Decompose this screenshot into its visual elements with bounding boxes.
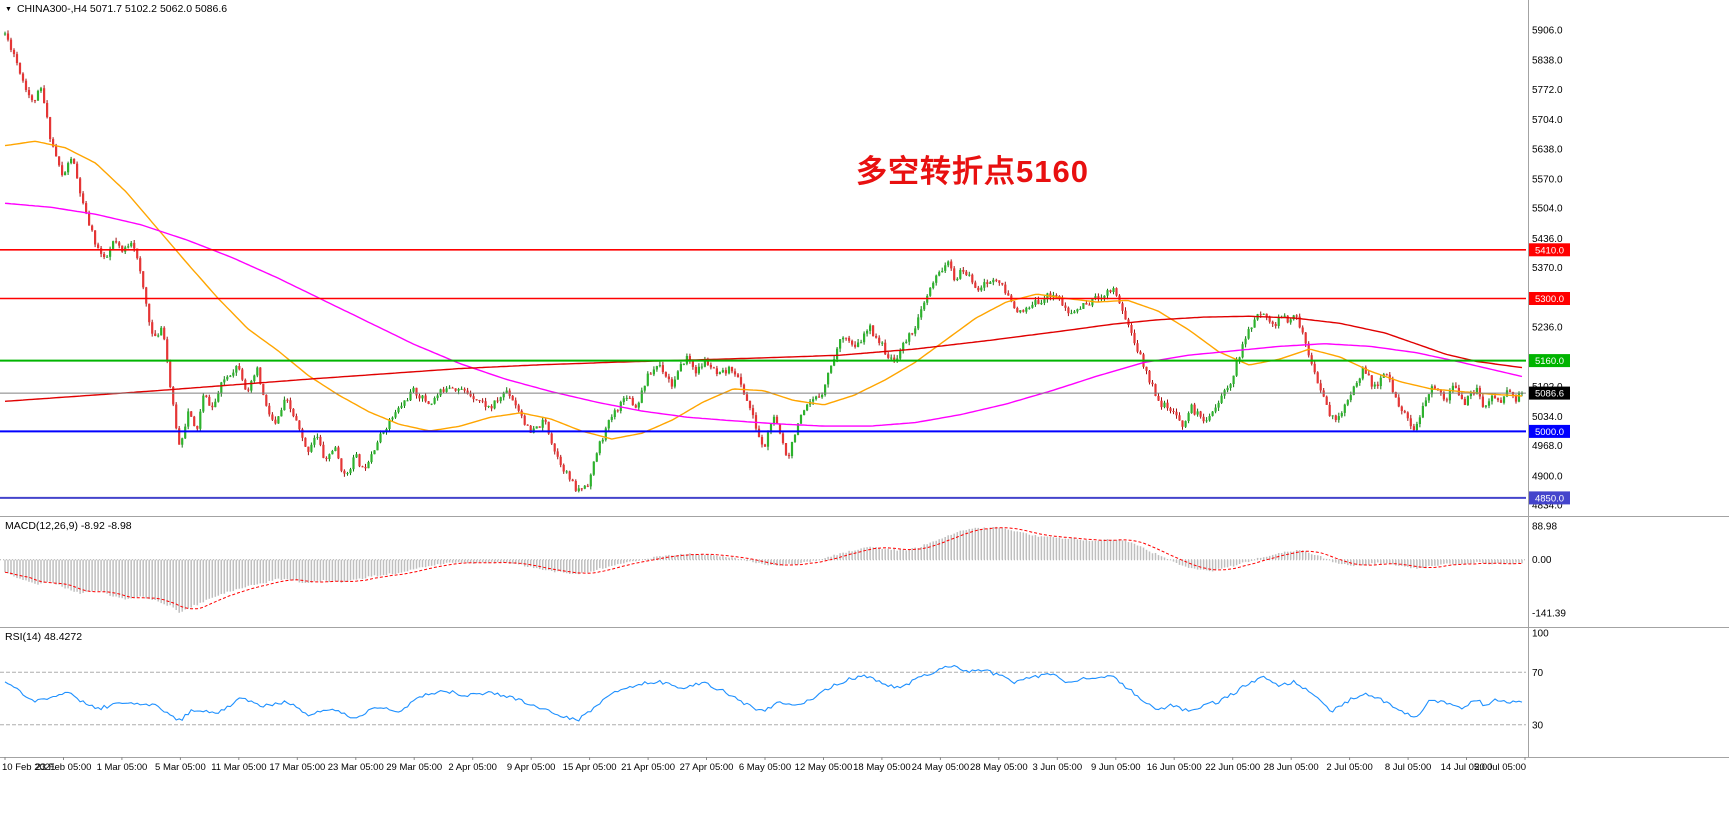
- svg-text:1 Mar 05:00: 1 Mar 05:00: [97, 762, 148, 773]
- svg-text:17 Mar 05:00: 17 Mar 05:00: [269, 762, 325, 773]
- svg-text:5704.0: 5704.0: [1532, 115, 1563, 126]
- panel-borders: [0, 0, 1729, 758]
- svg-text:28 May 05:00: 28 May 05:00: [970, 762, 1028, 773]
- level-badge-5160: [1529, 354, 1570, 368]
- rsi-layer: [0, 664, 1526, 726]
- level-badge-4850: [1529, 491, 1570, 505]
- symbol-marker-icon: ▼: [5, 5, 12, 13]
- svg-text:23 Mar 05:00: 23 Mar 05:00: [328, 762, 384, 773]
- price-levels-layer: [0, 249, 1526, 499]
- svg-text:5838.0: 5838.0: [1532, 56, 1563, 67]
- svg-text:5906.0: 5906.0: [1532, 26, 1563, 37]
- svg-text:2 Jul 05:00: 2 Jul 05:00: [1326, 762, 1372, 773]
- level-badge-5410: [1529, 243, 1570, 257]
- macd-histogram-layer: [0, 526, 1526, 613]
- svg-text:29 Mar 05:00: 29 Mar 05:00: [386, 762, 442, 773]
- svg-text:5300.0: 5300.0: [1535, 294, 1564, 305]
- svg-text:24 May 05:00: 24 May 05:00: [912, 762, 970, 773]
- svg-text:10 Feb 2021: 10 Feb 2021: [2, 762, 55, 773]
- svg-text:5410.0: 5410.0: [1535, 245, 1564, 256]
- svg-text:88.98: 88.98: [1532, 522, 1557, 533]
- rsi-axis[interactable]: 100 70 30: [1532, 629, 1549, 732]
- symbol-ohlc-line: CHINA300-,H4 5071.7 5102.2 5062.0 5086.6: [16, 3, 228, 15]
- svg-text:21 Apr 05:00: 21 Apr 05:00: [621, 762, 675, 773]
- svg-text:5436.0: 5436.0: [1532, 234, 1563, 245]
- svg-text:4834.0: 4834.0: [1532, 501, 1563, 512]
- level-badge-5000: [1529, 424, 1570, 438]
- svg-text:5086.6: 5086.6: [1535, 389, 1564, 400]
- svg-text:6 May 05:00: 6 May 05:00: [739, 762, 791, 773]
- ma-slow-red: [4, 315, 1523, 402]
- price-badges: 5410.0 5300.0 5160.0 5000.0 4850.0 5086.6: [1529, 243, 1570, 504]
- svg-text:5034.0: 5034.0: [1532, 412, 1563, 423]
- svg-text:5504.0: 5504.0: [1532, 204, 1563, 215]
- svg-text:5236.0: 5236.0: [1532, 322, 1563, 333]
- svg-text:8 Jul 05:00: 8 Jul 05:00: [1385, 762, 1431, 773]
- svg-text:4850.0: 4850.0: [1535, 493, 1564, 504]
- svg-text:12 May 05:00: 12 May 05:00: [795, 762, 853, 773]
- svg-text:22 Jun 05:00: 22 Jun 05:00: [1205, 762, 1260, 773]
- svg-text:16 Jun 05:00: 16 Jun 05:00: [1147, 762, 1202, 773]
- rsi-indicator-label: RSI(14) 48.4272: [5, 631, 83, 643]
- svg-text:5160.0: 5160.0: [1535, 356, 1564, 367]
- svg-text:20 Jul 05:00: 20 Jul 05:00: [1474, 762, 1526, 773]
- annotation-text[interactable]: 多空转折点5160: [856, 154, 1089, 189]
- svg-text:4900.0: 4900.0: [1532, 471, 1563, 482]
- svg-text:27 Apr 05:00: 27 Apr 05:00: [680, 762, 734, 773]
- svg-text:14 Jul 05:00: 14 Jul 05:00: [1441, 762, 1493, 773]
- symbol-info: ▼ CHINA300-,H4 5071.7 5102.2 5062.0 5086…: [5, 3, 227, 15]
- macd-axis[interactable]: 88.98 0.00 -141.39: [1532, 522, 1566, 620]
- svg-text:3 Jun 05:00: 3 Jun 05:00: [1032, 762, 1082, 773]
- svg-text:0.00: 0.00: [1532, 555, 1552, 566]
- price-axis[interactable]: 5906.0 5838.0 5772.0 5704.0 5638.0 5570.0 5504…: [1532, 26, 1563, 512]
- svg-text:70: 70: [1532, 668, 1544, 679]
- svg-text:11 Mar 05:00: 11 Mar 05:00: [211, 762, 266, 773]
- svg-text:15 Apr 05:00: 15 Apr 05:00: [563, 762, 617, 773]
- macd-indicator-label: MACD(12,26,9) -8.92 -8.98: [5, 520, 132, 532]
- svg-text:-141.39: -141.39: [1532, 608, 1566, 619]
- macd-signal-line: [4, 527, 1522, 610]
- level-badge-5300: [1529, 292, 1570, 305]
- svg-text:2 Apr 05:00: 2 Apr 05:00: [448, 762, 497, 773]
- svg-text:5772.0: 5772.0: [1532, 85, 1563, 96]
- ma-mid-magenta: [4, 202, 1523, 427]
- current-price-badge: [1529, 386, 1570, 400]
- svg-text:5570.0: 5570.0: [1532, 174, 1563, 185]
- svg-text:5370.0: 5370.0: [1532, 263, 1563, 274]
- svg-text:5000.0: 5000.0: [1535, 427, 1564, 438]
- svg-text:5638.0: 5638.0: [1532, 144, 1563, 155]
- svg-text:9 Jun 05:00: 9 Jun 05:00: [1091, 762, 1141, 773]
- svg-text:18 May 05:00: 18 May 05:00: [853, 762, 911, 773]
- rsi-line: [4, 664, 1523, 722]
- svg-text:30: 30: [1532, 720, 1544, 731]
- svg-text:100: 100: [1532, 629, 1549, 640]
- ma-fast-orange: [4, 140, 1523, 440]
- svg-text:9 Apr 05:00: 9 Apr 05:00: [507, 762, 556, 773]
- svg-text:5 Mar 05:00: 5 Mar 05:00: [155, 762, 206, 773]
- svg-text:28 Jun 05:00: 28 Jun 05:00: [1264, 762, 1319, 773]
- svg-text:23 Feb 05:00: 23 Feb 05:00: [35, 762, 91, 773]
- svg-text:4968.0: 4968.0: [1532, 441, 1563, 452]
